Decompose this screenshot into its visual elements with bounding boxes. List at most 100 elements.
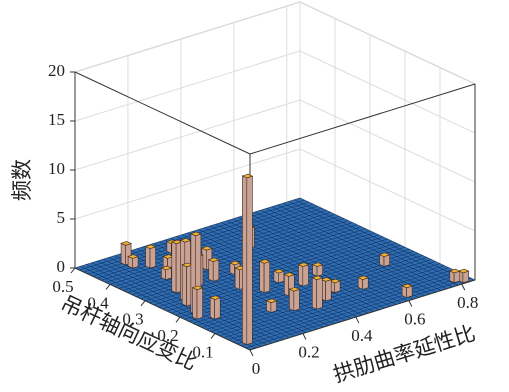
bar (357, 275, 370, 290)
grid-line (299, 50, 476, 134)
bar-top (241, 173, 254, 179)
bar-side (149, 246, 156, 269)
bar-top (273, 268, 285, 274)
bar-top (311, 275, 324, 281)
y-tick-label: 0.2 (157, 326, 178, 345)
bin-line (109, 214, 336, 285)
bar-side (242, 175, 248, 345)
bar-top (120, 241, 132, 246)
bar-top (357, 275, 370, 280)
bar-top (190, 231, 202, 237)
bar-side (209, 296, 215, 320)
walls (74, 1, 476, 350)
y-tick-label: 0.3 (122, 310, 143, 329)
bin-line (288, 201, 464, 284)
bin-line (243, 215, 419, 298)
bin-line (204, 227, 380, 310)
z-axis-label: 频数 (10, 159, 34, 201)
x-tick-label: 0 (252, 359, 261, 378)
z-tick-label: 15 (48, 110, 65, 129)
x-axis (249, 279, 476, 351)
bar (191, 285, 204, 320)
bar-top (144, 244, 157, 249)
y-tick (140, 300, 146, 307)
bar-top (265, 298, 278, 304)
bar (127, 254, 139, 269)
bar (297, 262, 310, 287)
bar (209, 295, 222, 320)
bar-top (207, 257, 220, 263)
bar-top (320, 277, 333, 282)
z-tick-label: 10 (48, 159, 65, 178)
x-tick (249, 349, 254, 357)
bar-side (298, 264, 304, 287)
bin-line (238, 217, 414, 300)
x-tick (408, 300, 413, 307)
bin-line (198, 229, 374, 312)
bin-line (101, 210, 327, 281)
bar-top (297, 262, 310, 267)
x-tick-label: 0.8 (457, 293, 478, 312)
bar-top (229, 260, 241, 266)
bar (265, 298, 278, 313)
y-tick-label: 0.5 (52, 277, 73, 296)
bin-line (254, 211, 431, 295)
bar-top (378, 252, 391, 257)
bar (273, 268, 285, 284)
bin-line (277, 204, 453, 288)
bar-top (162, 254, 175, 259)
bin-line (294, 199, 470, 282)
bar-side (214, 297, 221, 320)
bar-side (171, 241, 177, 294)
bar-top (179, 238, 192, 243)
bar-top (283, 272, 296, 277)
bin-line (226, 220, 402, 303)
bar-side (196, 287, 203, 320)
bar-side (212, 259, 220, 282)
bar (401, 283, 413, 299)
grid-line (74, 99, 301, 171)
bar-side (145, 246, 151, 269)
bar-top (288, 287, 301, 292)
bar (160, 265, 173, 281)
y-tick (175, 316, 181, 323)
grid-line (299, 99, 476, 183)
bin-line (232, 218, 408, 302)
x-tick-label: 0.2 (298, 342, 319, 361)
bin-line (260, 210, 436, 293)
bar-side (283, 273, 290, 297)
x-tick-label: 0.4 (351, 326, 373, 345)
bar-side (325, 279, 332, 302)
x-tick (302, 333, 307, 340)
x-tick (355, 316, 360, 324)
bar-side (181, 264, 187, 307)
grid-line (299, 148, 476, 232)
bin-line (123, 220, 349, 291)
bin-line (271, 206, 447, 289)
bars (120, 173, 470, 345)
bar-side (293, 288, 300, 312)
bar-side (208, 259, 214, 282)
bar-side (192, 287, 198, 320)
bin-line (74, 197, 301, 269)
bar-top (329, 278, 341, 284)
bar (311, 262, 324, 277)
bar (311, 275, 324, 310)
bar (241, 173, 254, 345)
bar-top (170, 239, 183, 245)
bin-line (209, 225, 386, 309)
bar (207, 257, 220, 282)
y-tick (210, 333, 216, 339)
bar (378, 252, 391, 267)
bar-top (448, 268, 461, 274)
bar-top (181, 262, 194, 268)
x-tick-label: 0.6 (404, 309, 425, 328)
bar (201, 246, 213, 271)
bin-line (114, 216, 340, 287)
bin-line (299, 197, 476, 281)
y-tick (70, 267, 76, 274)
y-tick (105, 284, 111, 290)
grid-line (74, 50, 301, 122)
bar-top (258, 259, 271, 264)
